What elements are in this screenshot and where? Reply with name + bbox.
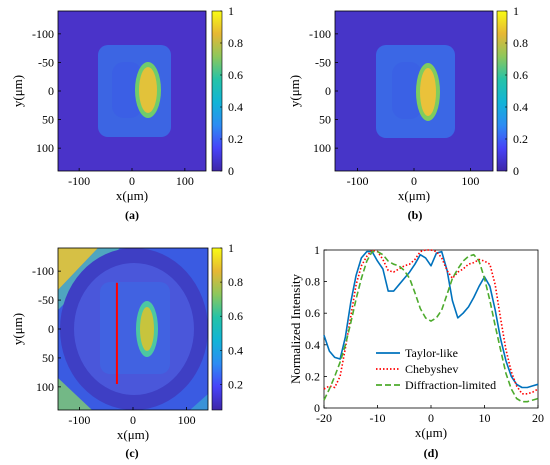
axes-d: -20 -10 0 10 20 0 0.2 0.4 0.6 0.8 1 x(μm) Normalized… — [288, 243, 544, 440]
heatmap-a-inner — [112, 62, 142, 118]
y-axis-label: y(μm) — [10, 75, 25, 107]
panel-d: -20 -10 0 10 20 0 0.2 0.4 0.6 0.8 1 x(μm) Normalized… — [288, 243, 544, 460]
colorbar-tick-label: 0.2 — [228, 132, 243, 146]
heatmap-b-inner — [392, 62, 422, 119]
series-line-2 — [323, 249, 539, 395]
y-tick-label: -50 — [315, 55, 331, 69]
x-tick-label: -20 — [316, 411, 332, 425]
colorbar-tick-label: 0 — [513, 164, 519, 178]
legend-label-diffraction: Diffraction-limited — [405, 378, 496, 392]
colorbar-tick-label: 1 — [228, 4, 234, 18]
y-tick-label: 0 — [48, 84, 54, 98]
colorbar-c: 0.2 0.4 0.6 0.8 1 — [211, 241, 243, 411]
y-tick-label: 1 — [314, 243, 320, 257]
y-tick-label: -100 — [32, 27, 54, 41]
y-tick-label: 0.6 — [305, 306, 320, 320]
y-tick-label: -100 — [309, 27, 331, 41]
series-line-3 — [323, 250, 539, 403]
heatmap-c-corner-bl — [58, 378, 92, 410]
colorbar-tick-label: 0.6 — [513, 68, 528, 82]
y-tick-label: 0 — [314, 401, 320, 415]
x-tick-label: 100 — [176, 174, 194, 188]
y-tick-label: 0.8 — [305, 275, 320, 289]
y-axis-label: Normalized Intensity — [288, 273, 303, 384]
colorbar-tick-label: 0.4 — [513, 100, 528, 114]
heatmap-a-hotspot-core — [139, 67, 157, 113]
caption-a: (a) — [125, 208, 139, 222]
caption-b: (b) — [408, 208, 423, 222]
colorbar-a: 0 0.2 0.4 0.6 0.8 1 — [211, 4, 243, 178]
x-axis-label: x(μm) — [398, 188, 430, 203]
y-tick-label: 100 — [36, 380, 54, 394]
caption-d: (d) — [424, 446, 439, 460]
x-tick-label: 100 — [178, 413, 196, 427]
axes-b: -100 0 100 -100 -50 0 50 100 x(μm) y(μm) — [287, 10, 494, 203]
y-axis-label: y(μm) — [287, 75, 302, 107]
x-tick-label: 0 — [411, 174, 417, 188]
heatmap-c-hotspot-core — [140, 307, 154, 351]
caption-c: (c) — [125, 446, 138, 460]
x-tick-label: 0 — [129, 174, 135, 188]
y-tick-label: 50 — [319, 113, 331, 127]
x-tick-label: 0 — [130, 413, 136, 427]
y-tick-label: -100 — [32, 264, 54, 278]
y-tick-label: -50 — [38, 55, 54, 69]
colorbar-tick-label: 0.2 — [228, 377, 243, 391]
axes-c: -100 0 100 -100 -50 0 50 100 x(μm) y(μm) — [10, 247, 209, 442]
colorbar-tick-label: 0 — [228, 164, 234, 178]
colorbar-tick-label: 0.8 — [228, 36, 243, 50]
colorbar-tick-label: 0.8 — [228, 275, 243, 289]
x-tick-label: 0 — [428, 411, 434, 425]
colorbar-tick-label: 0.4 — [228, 343, 243, 357]
colorbar-gradient — [211, 10, 223, 172]
x-tick-label: -100 — [68, 174, 90, 188]
x-axis-label: x(μm) — [116, 188, 148, 203]
colorbar-gradient — [211, 247, 223, 411]
x-tick-label: 10 — [479, 411, 491, 425]
heatmap-c-square — [100, 282, 170, 374]
x-tick-label: -10 — [370, 411, 386, 425]
y-tick-label: 100 — [313, 141, 331, 155]
y-tick-label: 0 — [325, 84, 331, 98]
y-tick-label: 0.2 — [305, 369, 320, 383]
y-tick-label: 100 — [36, 141, 54, 155]
x-tick-label: -100 — [68, 413, 90, 427]
x-axis-label: x(μm) — [415, 425, 447, 440]
legend-label-taylor: Taylor-like — [405, 346, 458, 360]
colorbar-b: 0 0.2 0.4 0.6 0.8 1 — [496, 4, 528, 178]
axes-a: -100 0 100 -100 -50 0 50 100 x(μm) y(μm) — [10, 10, 207, 203]
y-tick-label: 0.4 — [305, 338, 320, 352]
heatmap-c-corner-br — [190, 394, 208, 410]
x-tick-label: 100 — [461, 174, 479, 188]
y-axis-label: y(μm) — [10, 313, 25, 345]
heatmap-b-hotspot-core — [420, 68, 436, 116]
colorbar-tick-label: 0.2 — [513, 132, 528, 146]
colorbar-tick-label: 0.6 — [228, 68, 243, 82]
y-tick-label: -50 — [38, 293, 54, 307]
lines-d — [323, 249, 539, 403]
colorbar-tick-label: 1 — [513, 4, 519, 18]
x-axis-label: x(μm) — [117, 427, 149, 442]
y-tick-label: 50 — [42, 113, 54, 127]
colorbar-tick-label: 0.8 — [513, 36, 528, 50]
colorbar-gradient — [496, 10, 508, 172]
y-tick-label: 50 — [42, 351, 54, 365]
legend-label-chebyshev: Chebyshev — [405, 362, 458, 376]
colorbar-tick-label: 1 — [228, 241, 234, 255]
series-line-1 — [323, 250, 539, 389]
colorbar-tick-label: 0.4 — [228, 100, 243, 114]
x-tick-label: 20 — [532, 411, 544, 425]
x-tick-label: -100 — [347, 174, 369, 188]
legend: Taylor-like Chebyshev Diffraction-limite… — [376, 346, 496, 392]
colorbar-tick-label: 0.6 — [228, 309, 243, 323]
y-tick-label: 0 — [48, 322, 54, 336]
